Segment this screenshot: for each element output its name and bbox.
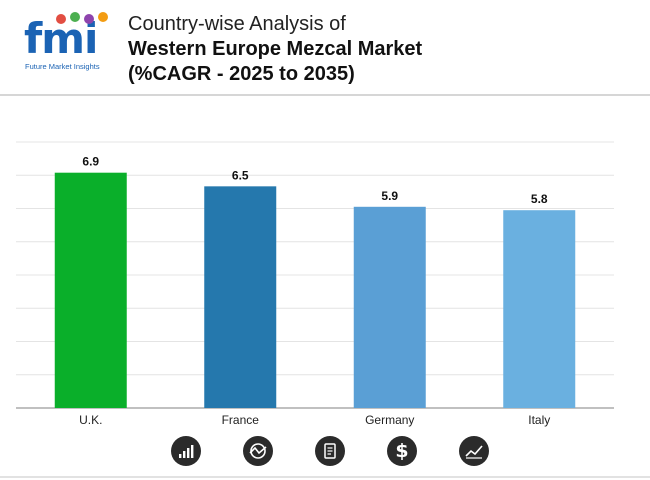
trend-line-icon — [459, 436, 489, 466]
logo-dot-orange — [98, 12, 108, 22]
logo-tagline: Future Market Insights — [25, 62, 100, 71]
header-divider — [0, 94, 650, 96]
dollar-glyph: $ — [395, 440, 409, 462]
document-icon — [315, 436, 345, 466]
bar-chart: 6.9 U.K. 6.5 France 5.9 Germany 5.8 Italy — [16, 141, 614, 427]
data-label: 6.5 — [232, 168, 249, 182]
title-line-2: Western Europe Mezcal Market — [128, 38, 423, 60]
category-label: Germany — [365, 413, 414, 427]
bar-u-k — [54, 172, 127, 408]
footer-divider — [0, 476, 650, 478]
category-label: France — [222, 413, 260, 427]
data-label: 5.8 — [531, 192, 548, 206]
logo-dot-purple — [84, 14, 94, 24]
footer-icon-row: $ — [0, 436, 650, 472]
bar-italy — [503, 210, 576, 408]
chart-title: Country-wise Analysis of Western Europe … — [128, 12, 422, 87]
title-line-3: (%CAGR - 2025 to 2035) — [128, 63, 355, 85]
bar-growth-icon — [171, 436, 201, 466]
chart-circle-icon — [243, 436, 273, 466]
dollar-icon: $ — [387, 436, 417, 466]
logo-dot-green — [70, 12, 80, 22]
logo-dot-red — [56, 14, 66, 24]
bar-france — [204, 186, 277, 408]
header: fmi Future Market Insights Country-wise … — [0, 0, 650, 96]
bar-germany — [353, 206, 426, 408]
logo-text: fmi — [24, 14, 98, 63]
title-line-1: Country-wise Analysis of — [128, 13, 346, 35]
category-label: U.K. — [79, 413, 102, 427]
data-label: 5.9 — [381, 189, 398, 203]
fmi-logo: fmi Future Market Insights — [22, 12, 112, 71]
category-label: Italy — [528, 413, 550, 427]
data-label: 6.9 — [82, 155, 99, 169]
